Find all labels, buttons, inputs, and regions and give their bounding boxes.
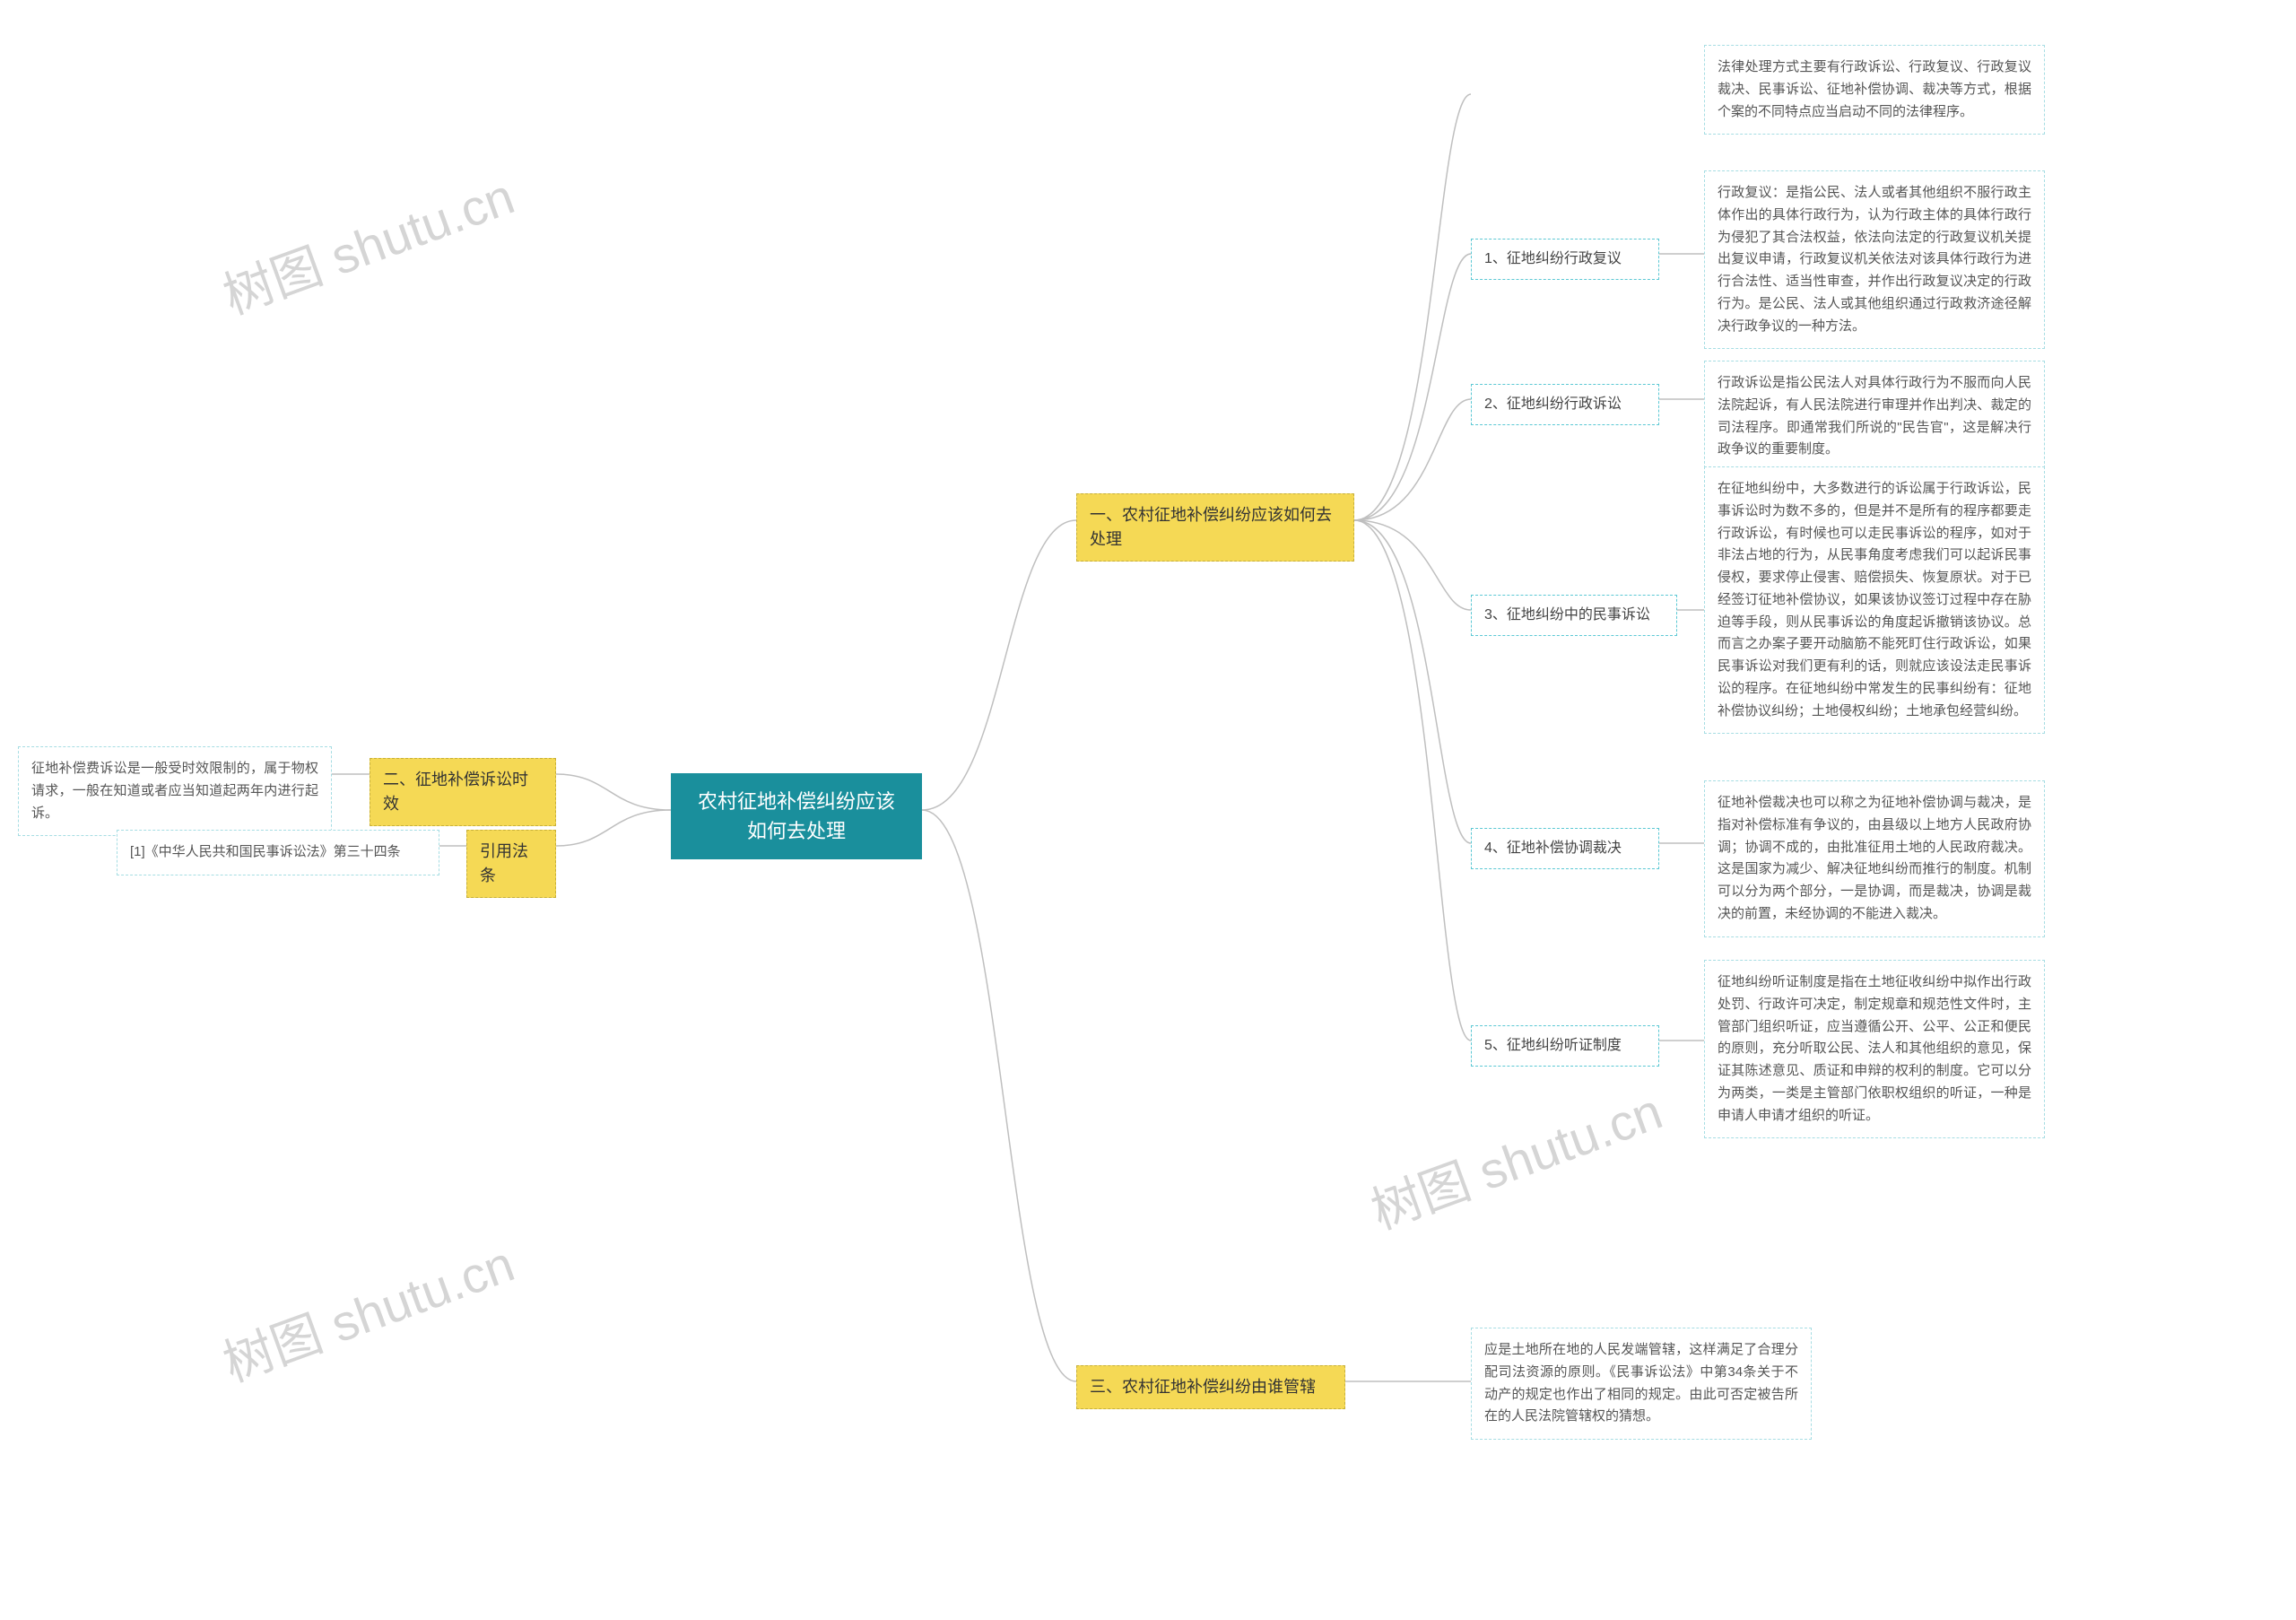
sub-civil-litigation: 3、征地纠纷中的民事诉讼 <box>1471 595 1677 636</box>
leaf-citation: [1]《中华人民共和国民事诉讼法》第三十四条 <box>117 830 439 875</box>
leaf-hearing: 征地纠纷听证制度是指在土地征收纠纷中拟作出行政处罚、行政许可决定，制定规章和规范… <box>1704 960 2045 1138</box>
branch-how-to-handle: 一、农村征地补偿纠纷应该如何去处理 <box>1076 493 1354 562</box>
branch-jurisdiction: 三、农村征地补偿纠纷由谁管辖 <box>1076 1365 1345 1409</box>
center-node: 农村征地补偿纠纷应该如何去处理 <box>671 773 922 859</box>
sub-admin-litigation: 2、征地纠纷行政诉讼 <box>1471 384 1659 425</box>
sub-hearing: 5、征地纠纷听证制度 <box>1471 1025 1659 1067</box>
watermark: 树图 shutu.cn <box>212 156 523 328</box>
leaf-coord-ruling: 征地补偿裁决也可以称之为征地补偿协调与裁决，是指对补偿标准有争议的，由县级以上地… <box>1704 780 2045 937</box>
leaf-admin-litigation: 行政诉讼是指公民法人对具体行政行为不服而向人民法院起诉，有人民法院进行审理并作出… <box>1704 361 2045 473</box>
leaf-limitation: 征地补偿费诉讼是一般受时效限制的，属于物权请求，一般在知道或者应当知道起两年内进… <box>18 746 332 836</box>
watermark: 树图 shutu.cn <box>212 1224 523 1396</box>
leaf-civil-litigation: 在征地纠纷中，大多数进行的诉讼属于行政诉讼，民事诉讼时为数不多的，但是并不是所有… <box>1704 466 2045 734</box>
sub-admin-reconsideration: 1、征地纠纷行政复议 <box>1471 239 1659 280</box>
sub-coord-ruling: 4、征地补偿协调裁决 <box>1471 828 1659 869</box>
branch-citation: 引用法条 <box>466 830 556 898</box>
branch-limitation: 二、征地补偿诉讼时效 <box>370 758 556 826</box>
leaf-jurisdiction: 应是土地所在地的人民发端管辖，这样满足了合理分配司法资源的原则。《民事诉讼法》中… <box>1471 1328 1812 1440</box>
watermark: 树图 shutu.cn <box>1360 1071 1671 1243</box>
leaf-admin-reconsideration: 行政复议：是指公民、法人或者其他组织不服行政主体作出的具体行政行为，认为行政主体… <box>1704 170 2045 349</box>
leaf-intro: 法律处理方式主要有行政诉讼、行政复议、行政复议裁决、民事诉讼、征地补偿协调、裁决… <box>1704 45 2045 135</box>
